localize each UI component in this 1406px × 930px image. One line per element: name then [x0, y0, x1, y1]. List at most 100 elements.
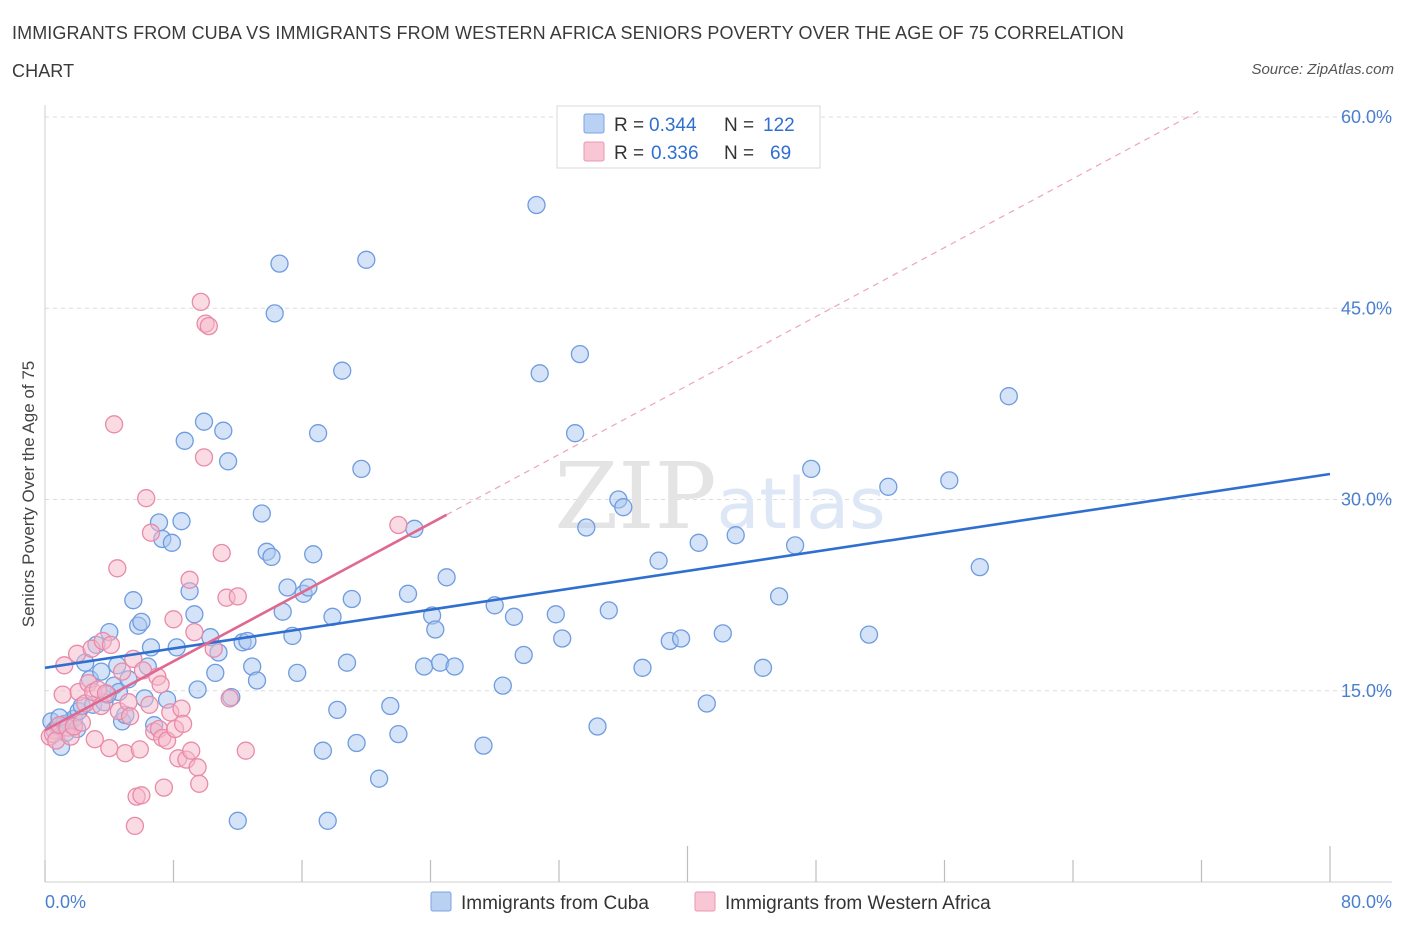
- cuba-point-82: [437, 568, 456, 587]
- wafrica-point-59: [194, 448, 214, 467]
- cuba-point-70: [347, 733, 366, 753]
- cuba-point-68: [337, 653, 357, 672]
- cuba-point-106: [713, 624, 732, 643]
- cuba-point-83: [445, 657, 464, 676]
- cuba-point-94: [570, 344, 590, 364]
- y-tick-label-0: 15.0%: [1341, 681, 1392, 701]
- cuba-point-84: [474, 736, 493, 755]
- wafrica-point-65: [220, 689, 239, 708]
- wafrica-point-63: [212, 543, 231, 563]
- cuba-point-42: [214, 421, 233, 440]
- cuba-point-49: [247, 671, 267, 690]
- wafrica-point-16: [85, 730, 104, 749]
- cuba-point-34: [175, 431, 194, 450]
- cuba-point-99: [614, 498, 633, 517]
- wafrica-point-31: [125, 816, 145, 836]
- y-axis-label: Seniors Poverty Over the Age of 75: [19, 361, 38, 627]
- cuba-point-71: [352, 459, 371, 479]
- cuba-point-86: [493, 676, 512, 695]
- x-tick-max: 80.0%: [1341, 892, 1392, 912]
- grid-lines: [45, 116, 1392, 692]
- cuba-point-113: [879, 477, 898, 496]
- legend-n-value-wafrica: 69: [770, 143, 791, 164]
- cuba-point-50: [252, 504, 271, 523]
- cuba-point-58: [288, 663, 307, 683]
- wafrica-point-58: [191, 292, 210, 312]
- cuba-point-97: [599, 601, 618, 620]
- wafrica-point-23: [104, 415, 124, 434]
- cuba-point-38: [194, 412, 214, 431]
- legend-n-value-cuba: 122: [763, 115, 795, 136]
- cuba-point-33: [172, 512, 191, 531]
- cuba-point-52: [262, 547, 281, 567]
- wafrica-point-44: [154, 778, 174, 797]
- wafrica-point-42: [151, 675, 170, 694]
- wafrica-point-53: [180, 570, 199, 589]
- legend-r-value-wafrica: 0.336: [651, 143, 699, 164]
- cuba-point-61: [304, 545, 323, 564]
- cuba-point-101: [649, 551, 668, 570]
- cuba-point-67: [333, 361, 352, 380]
- cuba-point-100: [633, 658, 652, 677]
- cuba-point-13: [92, 662, 111, 681]
- bottom-legend-label-cuba: Immigrants from Cuba: [461, 893, 649, 914]
- legend-r-value-cuba: 0.344: [649, 115, 697, 136]
- cuba-point-90: [530, 364, 549, 383]
- cuba-point-107: [726, 526, 745, 545]
- wafrica-point-11: [72, 713, 92, 732]
- cuba-point-69: [342, 589, 361, 609]
- cuba-point-116: [999, 387, 1018, 406]
- cuba-point-53: [265, 304, 284, 323]
- wafrica-point-37: [140, 695, 159, 714]
- bottom-legend-label-wafrica: Immigrants from Western Africa: [725, 893, 991, 914]
- wafrica-point-50: [172, 699, 191, 718]
- chart-title: IMMIGRANTS FROM CUBA VS IMMIGRANTS FROM …: [12, 20, 1124, 84]
- cuba-point-66: [328, 700, 347, 720]
- wafrica-point-21: [100, 738, 119, 758]
- wafrica-point-57: [190, 774, 209, 793]
- series-wafrica-points: [40, 292, 408, 836]
- legend-r-label-wafrica: R =: [614, 143, 644, 164]
- cuba-point-115: [970, 557, 989, 577]
- wafrica-point-67: [236, 741, 255, 760]
- wafrica-point-22: [101, 635, 121, 655]
- cuba-point-72: [357, 250, 376, 269]
- cuba-point-47: [238, 631, 257, 651]
- wafrica-point-29: [120, 707, 140, 726]
- cuba-point-92: [553, 629, 572, 648]
- trend-line-cuba: [44, 472, 1331, 670]
- source-label: Source: ZipAtlas.com: [1251, 61, 1394, 78]
- cuba-point-62: [308, 424, 328, 443]
- cuba-point-75: [389, 724, 408, 744]
- cuba-point-89: [527, 195, 546, 215]
- wafrica-point-51: [173, 714, 193, 734]
- cuba-point-111: [802, 459, 821, 479]
- chart-title-line2: CHART: [12, 61, 75, 81]
- watermark: ZIPatlas: [554, 443, 885, 550]
- bottom-legend-swatch-cuba: [430, 891, 452, 912]
- cuba-point-105: [697, 694, 716, 713]
- wafrica-point-4: [53, 685, 72, 704]
- watermark-atlas: atlas: [717, 463, 886, 545]
- wafrica-point-56: [188, 758, 207, 777]
- cuba-point-78: [414, 657, 434, 676]
- legend-swatch-cuba: [583, 113, 605, 134]
- legend-n-label-wafrica: N =: [724, 143, 754, 164]
- cuba-point-110: [785, 536, 805, 555]
- cuba-point-21: [124, 591, 143, 610]
- cuba-point-54: [270, 254, 289, 273]
- cuba-point-114: [940, 471, 959, 490]
- wafrica-point-26: [112, 662, 132, 681]
- watermark-zip: ZIP: [554, 443, 716, 550]
- cuba-point-104: [689, 533, 708, 552]
- cuba-point-63: [313, 741, 333, 760]
- legend-r-label-cuba: R =: [614, 115, 644, 136]
- cuba-point-31: [162, 533, 182, 552]
- cuba-point-73: [369, 769, 389, 788]
- cuba-point-96: [588, 717, 607, 736]
- wafrica-point-38: [141, 523, 161, 542]
- cuba-point-112: [859, 625, 879, 644]
- wafrica-point-54: [182, 741, 201, 760]
- legend-n-label-cuba: N =: [724, 115, 754, 136]
